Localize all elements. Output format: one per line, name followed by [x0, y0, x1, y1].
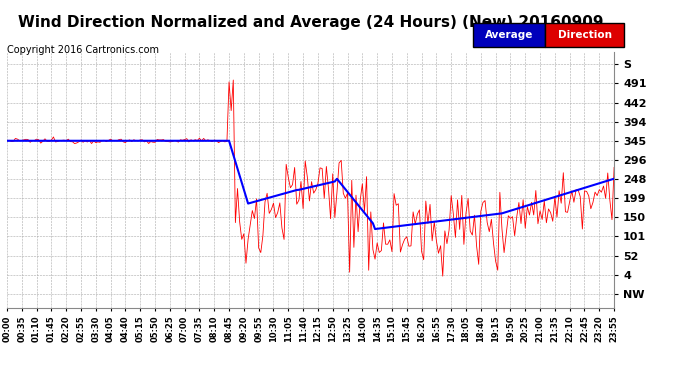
Text: Average: Average: [484, 30, 533, 40]
Text: Copyright 2016 Cartronics.com: Copyright 2016 Cartronics.com: [7, 45, 159, 55]
Text: Wind Direction Normalized and Average (24 Hours) (New) 20160909: Wind Direction Normalized and Average (2…: [18, 15, 603, 30]
Text: Direction: Direction: [558, 30, 612, 40]
